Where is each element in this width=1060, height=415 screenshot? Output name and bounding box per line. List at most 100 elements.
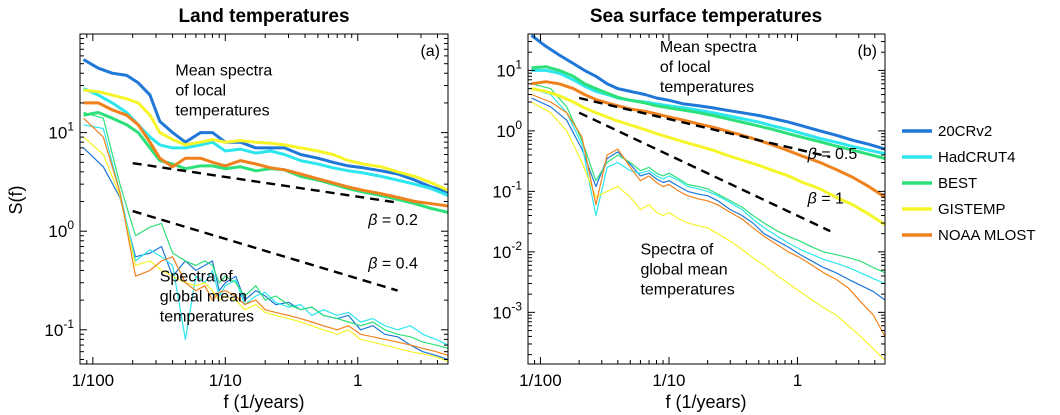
y-axis-label: S(f) [6,186,26,215]
series-group-land [82,58,448,362]
series-line-gistemp-global [531,101,885,361]
panel-title-sea: Sea surface temperatures [590,6,822,27]
y-tick-base: 10 [496,122,515,141]
y-tick-exponent: -1 [63,317,74,331]
annotation-line: Mean spectra [660,39,757,56]
series-line-gistemp-local [83,88,448,192]
panel-sea: Sea surface temperatures Mean spectra of … [492,6,886,412]
legend-label: HadCRUT4 [938,149,1016,166]
y-tick-base: 10 [48,222,67,241]
x-axis-label-land: f (1/years) [223,392,304,412]
y-tick-exponent: -1 [511,178,522,192]
series-line-noaa-mlost-local [531,80,885,199]
legend-label: BEST [938,175,977,192]
legend-entry-gistemp: GISTEMP [902,201,1006,218]
beta-equals: = [817,191,835,208]
annotation-line: temperatures [660,79,754,96]
annotation-text: Spectra of global mean temperatures [640,242,734,299]
beta-annotation: β = 0.4 [367,255,418,272]
panel-label-b: (b) [857,43,877,60]
x-tick-label: 1/100 [72,371,115,390]
y-tick-label: 10-1 [492,178,522,201]
beta-value: 0.2 [396,212,418,229]
x-axis-label-sea: f (1/years) [665,392,746,412]
y-tick-exponent: 0 [515,118,522,132]
annotation-line: Mean spectra [175,62,272,79]
annotation-line: global mean [640,262,727,279]
series-line-hadcrut4-global [83,124,448,346]
beta-value: 0.5 [835,146,857,163]
series-line-noaa-mlost-global [531,93,885,337]
y-tick-label: 10-1 [44,317,74,340]
annotation-line: of local [175,82,226,99]
y-tick-base: 10 [496,61,515,80]
fit-line-beta-0-5 [578,96,831,159]
annotation-line: temperatures [160,308,254,325]
annotation-text: Spectra of global mean temperatures [160,268,254,325]
y-tick-exponent: -2 [511,239,522,253]
beta-annotation: β = 0.5 [807,146,858,163]
beta-symbol: β [807,191,817,208]
x-tick-label: 1/100 [519,371,562,390]
series-line-20crv2-local [530,34,885,151]
annotation-line: Spectra of [160,268,233,285]
series-line-best-local [531,65,885,160]
legend-entry-hadcrut4: HadCRUT4 [902,149,1016,166]
beta-value: 0.4 [396,255,418,272]
beta-equals: = [377,255,395,272]
y-tick-label: 100 [496,118,522,141]
beta-annotation: β = 1 [807,191,844,208]
y-tick-base: 10 [48,124,67,143]
series-line-best-global [83,111,448,349]
y-tick-exponent: 1 [67,120,74,134]
x-tick-label: 1/10 [209,371,242,390]
series-line-gistemp-global [83,136,448,362]
series-group-sea [530,34,885,361]
x-tick-label: 1 [793,371,802,390]
annotation-text: Mean spectra of local temperatures [660,39,757,96]
y-tick-exponent: 1 [515,57,522,71]
annotation-text: Mean spectra of local temperatures [175,62,272,119]
series-line-20crv2-global [531,97,885,301]
beta-annotation: β = 0.2 [367,212,418,229]
beta-symbol: β [367,255,377,272]
series-line-best-global [531,83,885,274]
legend-entry-noaa-mlost: NOAA MLOST [902,227,1036,244]
legend-entry-best: BEST [902,175,977,192]
series-line-hadcrut4-global [531,88,885,285]
y-tick-label: 10-2 [492,239,522,262]
y-tick-base: 10 [44,321,63,340]
annotations-land: Mean spectra of local temperaturesSpectra … [160,62,418,325]
annotation-line: global mean [160,288,247,305]
y-tick-label: 101 [496,57,522,80]
y-tick-label: 100 [48,218,74,241]
annotation-line: of local [660,59,711,76]
annotation-line: Spectra of [640,242,713,259]
series-line-noaa-mlost-local [83,101,448,208]
y-tick-label: 101 [48,120,74,143]
panel-land: Land temperatures Mean spectra of local te… [6,6,449,412]
panel-label-a: (a) [420,43,440,60]
y-tick-base: 10 [492,243,511,262]
series-line-noaa-mlost-global [83,117,448,356]
y-tick-base: 10 [492,303,511,322]
series-line-gistemp-local [531,87,885,227]
y-tick-base: 10 [492,182,511,201]
beta-symbol: β [807,146,817,163]
legend-entry-20crv2: 20CRv2 [902,123,992,140]
beta-symbol: β [367,212,377,229]
x-ticks-land: 1/100 1/10 1 [72,34,439,390]
x-tick-label: 1 [353,371,362,390]
beta-equals: = [817,146,835,163]
x-ticks-sea: 1/100 1/10 1 [519,34,876,390]
fit-line-beta-0-4 [132,209,398,292]
plot-frame-sea [527,33,886,365]
beta-equals: = [377,212,395,229]
x-tick-label: 1/10 [652,371,685,390]
annotation-line: temperatures [175,102,269,119]
y-tick-exponent: 0 [67,218,74,232]
panel-title-land: Land temperatures [178,6,349,27]
annotation-line: temperatures [640,282,734,299]
